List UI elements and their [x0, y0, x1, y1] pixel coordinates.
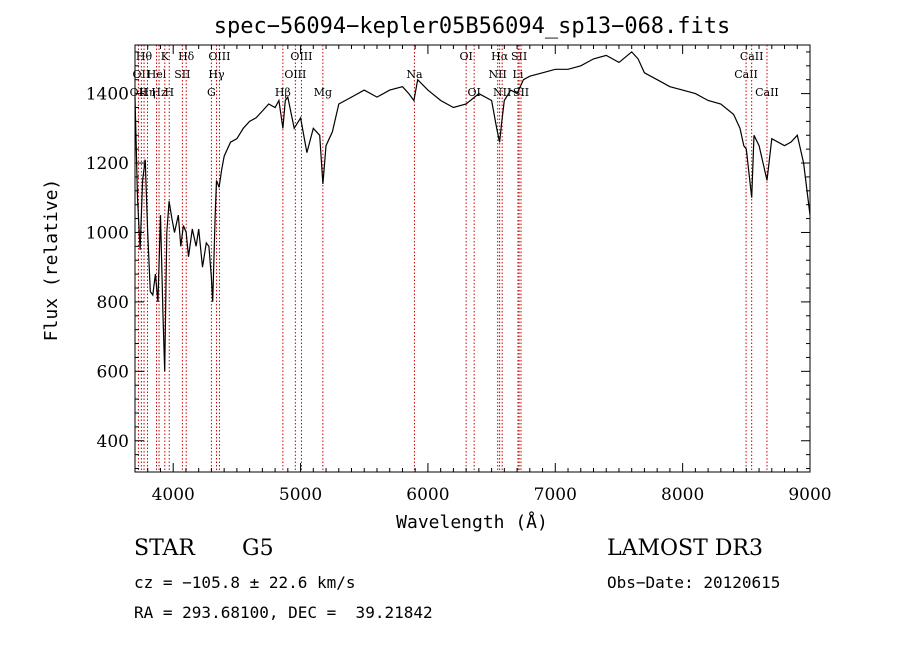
marker-label: Hα [491, 50, 509, 63]
x-tick-label: 8000 [661, 485, 704, 505]
x-tick-label: 4000 [152, 485, 195, 505]
y-axis-label: Flux (relative) [41, 179, 62, 342]
y-tick-label: 1000 [86, 223, 129, 243]
marker-label: OII [133, 68, 151, 81]
x-axis: 4000 5000 6000 7000 8000 9000 [147, 45, 832, 505]
marker-label: CaII [734, 68, 758, 81]
marker-label: Mg [314, 86, 332, 99]
marker-label: Na [406, 68, 423, 81]
marker-label: Hη [139, 86, 155, 99]
y-tick-label: 800 [97, 293, 129, 313]
marker-label: CaII [740, 50, 764, 63]
plot-frame [134, 44, 811, 473]
marker-label: NII [489, 68, 507, 81]
x-tick-label: 9000 [788, 485, 831, 505]
survey-name: LAMOST DR3 [607, 536, 763, 561]
marker-label: K [161, 50, 170, 63]
y-tick-label: 1200 [86, 154, 129, 174]
coordinates: RA = 293.68100, DEC = 39.21842 [134, 603, 433, 622]
marker-label: Hγ [208, 68, 225, 81]
y-tick-label: 400 [97, 432, 129, 452]
marker-label: OI [459, 50, 472, 63]
marker-label: SII [511, 50, 527, 63]
marker-label: G [207, 86, 216, 99]
marker-label: OIII [290, 50, 312, 63]
x-tick-label: 7000 [534, 485, 577, 505]
x-axis-label: Wavelength (Å) [396, 511, 548, 533]
marker-label: Hel [147, 68, 167, 81]
line-markers: OIIOIIHθHηHelHzKHSIIHδGHγOIIIHβOIIIOIIIM… [130, 45, 779, 472]
marker-label: Hβ [275, 86, 291, 99]
chart-title: spec−56094−kepler05B56094_sp13−068.fits [214, 14, 731, 39]
spectral-subclass: G5 [242, 536, 274, 561]
marker-label: OII [130, 86, 148, 99]
object-class: STAR [134, 536, 195, 561]
marker-label: Hθ [136, 50, 153, 63]
x-tick-label: 5000 [279, 485, 322, 505]
marker-label: Hδ [178, 50, 195, 63]
marker-label: CaII [755, 86, 779, 99]
marker-label: OIII [284, 68, 306, 81]
marker-label: H [164, 86, 174, 99]
marker-label: SII [513, 86, 529, 99]
marker-label: SII [174, 68, 190, 81]
flux-series-line [134, 51, 811, 372]
y-axis: 400 600 800 1000 1200 1400 [86, 51, 810, 470]
marker-label: OIII [208, 50, 230, 63]
redshift-text: cz = −105.8 ± 22.6 km/s [134, 573, 356, 592]
y-tick-label: 1400 [86, 85, 129, 105]
obs-date: Obs−Date: 20120615 [607, 573, 781, 592]
marker-label: Li [513, 68, 524, 81]
marker-label: OI [467, 86, 480, 99]
y-tick-label: 600 [97, 362, 129, 382]
marker-label: Hz [151, 86, 167, 99]
x-tick-label: 6000 [406, 485, 449, 505]
